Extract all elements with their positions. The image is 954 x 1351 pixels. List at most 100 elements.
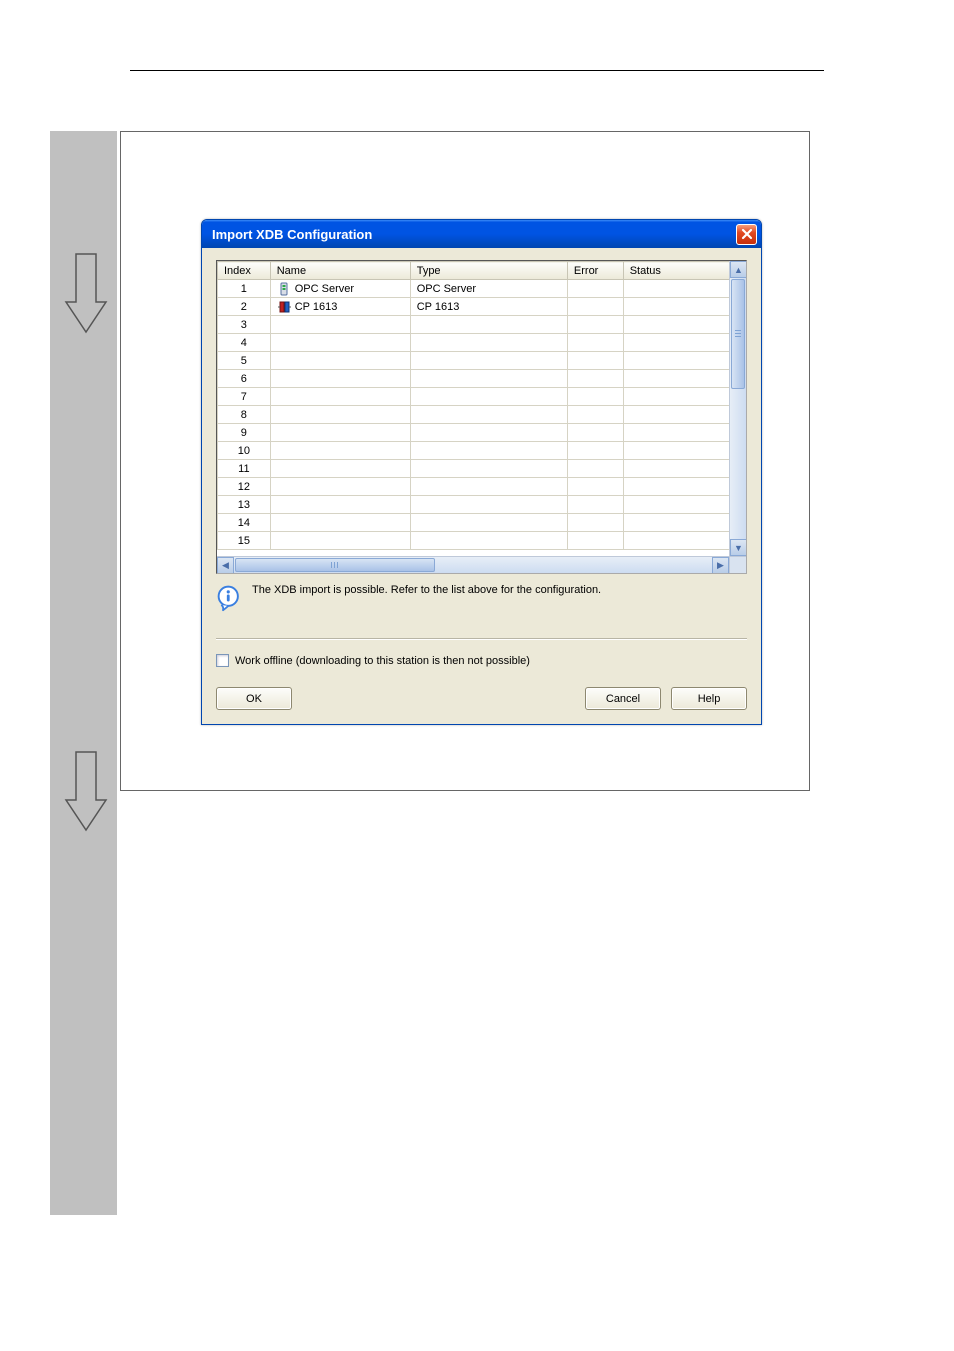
cell-index: 1 bbox=[218, 280, 271, 298]
scroll-down-button[interactable]: ▼ bbox=[730, 539, 747, 556]
cell-status bbox=[623, 478, 729, 496]
column-header-type[interactable]: Type bbox=[410, 262, 567, 280]
import-xdb-dialog: Import XDB Configuration IndexNameTypeEr… bbox=[201, 219, 762, 725]
cell-type bbox=[410, 460, 567, 478]
table-row[interactable]: 15 bbox=[218, 532, 730, 550]
scroll-thumb-horizontal[interactable] bbox=[235, 558, 435, 572]
cell-name: OPC Server bbox=[270, 280, 410, 298]
config-grid: IndexNameTypeErrorStatus 1OPC ServerOPC … bbox=[216, 260, 747, 574]
cell-type bbox=[410, 316, 567, 334]
cell-name bbox=[270, 424, 410, 442]
table-row[interactable]: 10 bbox=[218, 442, 730, 460]
cell-type bbox=[410, 532, 567, 550]
cell-index: 10 bbox=[218, 442, 271, 460]
scroll-up-button[interactable]: ▲ bbox=[730, 261, 747, 278]
cell-type bbox=[410, 352, 567, 370]
table-row[interactable]: 8 bbox=[218, 406, 730, 424]
table-row[interactable]: 4 bbox=[218, 334, 730, 352]
column-header-error[interactable]: Error bbox=[567, 262, 623, 280]
cell-error bbox=[567, 298, 623, 316]
work-offline-checkbox[interactable] bbox=[216, 654, 229, 667]
info-icon bbox=[216, 584, 244, 612]
cell-name bbox=[270, 514, 410, 532]
scroll-thumb-vertical[interactable] bbox=[731, 279, 745, 389]
table-row[interactable]: 13 bbox=[218, 496, 730, 514]
cell-type bbox=[410, 514, 567, 532]
cell-error bbox=[567, 316, 623, 334]
document-frame: Import XDB Configuration IndexNameTypeEr… bbox=[120, 131, 810, 791]
cell-status bbox=[623, 388, 729, 406]
cell-type bbox=[410, 424, 567, 442]
cell-status bbox=[623, 334, 729, 352]
cell-type bbox=[410, 370, 567, 388]
vertical-scrollbar[interactable]: ▲ ▼ bbox=[729, 261, 746, 556]
cell-status bbox=[623, 496, 729, 514]
cell-status bbox=[623, 424, 729, 442]
down-arrow-icon bbox=[64, 252, 108, 334]
cell-error bbox=[567, 460, 623, 478]
titlebar[interactable]: Import XDB Configuration bbox=[202, 220, 761, 248]
cell-index: 14 bbox=[218, 514, 271, 532]
table-row[interactable]: 6 bbox=[218, 370, 730, 388]
ok-button[interactable]: OK bbox=[216, 687, 292, 710]
cell-index: 11 bbox=[218, 460, 271, 478]
cell-name bbox=[270, 388, 410, 406]
table-row[interactable]: 11 bbox=[218, 460, 730, 478]
cell-type bbox=[410, 478, 567, 496]
table-row[interactable]: 2CP 1613CP 1613 bbox=[218, 298, 730, 316]
cell-error bbox=[567, 532, 623, 550]
cell-name bbox=[270, 442, 410, 460]
cell-error bbox=[567, 442, 623, 460]
close-button[interactable] bbox=[736, 224, 757, 245]
cell-status bbox=[623, 442, 729, 460]
column-header-status[interactable]: Status bbox=[623, 262, 729, 280]
cell-name bbox=[270, 496, 410, 514]
table-row[interactable]: 14 bbox=[218, 514, 730, 532]
table-row[interactable]: 3 bbox=[218, 316, 730, 334]
cell-index: 8 bbox=[218, 406, 271, 424]
opc-server-icon bbox=[277, 282, 291, 296]
cell-index: 3 bbox=[218, 316, 271, 334]
table-row[interactable]: 9 bbox=[218, 424, 730, 442]
close-icon bbox=[741, 228, 753, 240]
page-divider bbox=[130, 70, 824, 71]
cell-index: 4 bbox=[218, 334, 271, 352]
help-button[interactable]: Help bbox=[671, 687, 747, 710]
table-row[interactable]: 7 bbox=[218, 388, 730, 406]
scroll-left-button[interactable]: ◀ bbox=[217, 557, 234, 574]
cell-error bbox=[567, 496, 623, 514]
cell-error bbox=[567, 352, 623, 370]
cell-status bbox=[623, 316, 729, 334]
cell-type bbox=[410, 388, 567, 406]
cell-type bbox=[410, 334, 567, 352]
table-row[interactable]: 5 bbox=[218, 352, 730, 370]
cell-name bbox=[270, 316, 410, 334]
table-row[interactable]: 1OPC ServerOPC Server bbox=[218, 280, 730, 298]
cell-name bbox=[270, 370, 410, 388]
scroll-right-button[interactable]: ▶ bbox=[712, 557, 729, 574]
button-row: OK Cancel Help bbox=[216, 687, 747, 710]
cell-error bbox=[567, 424, 623, 442]
cell-name bbox=[270, 532, 410, 550]
work-offline-row: Work offline (downloading to this statio… bbox=[216, 654, 747, 667]
cell-status bbox=[623, 406, 729, 424]
horizontal-scrollbar[interactable]: ◀ ▶ bbox=[217, 556, 729, 573]
cell-index: 9 bbox=[218, 424, 271, 442]
cell-name bbox=[270, 460, 410, 478]
cell-error bbox=[567, 370, 623, 388]
cell-type bbox=[410, 442, 567, 460]
cell-index: 6 bbox=[218, 370, 271, 388]
cell-error bbox=[567, 478, 623, 496]
work-offline-label: Work offline (downloading to this statio… bbox=[235, 655, 530, 667]
cell-index: 13 bbox=[218, 496, 271, 514]
cell-type: OPC Server bbox=[410, 280, 567, 298]
table-row[interactable]: 12 bbox=[218, 478, 730, 496]
cell-type: CP 1613 bbox=[410, 298, 567, 316]
cell-index: 12 bbox=[218, 478, 271, 496]
cell-error bbox=[567, 388, 623, 406]
column-header-index[interactable]: Index bbox=[218, 262, 271, 280]
dialog-title: Import XDB Configuration bbox=[212, 227, 736, 242]
cancel-button[interactable]: Cancel bbox=[585, 687, 661, 710]
column-header-name[interactable]: Name bbox=[270, 262, 410, 280]
cell-name bbox=[270, 334, 410, 352]
